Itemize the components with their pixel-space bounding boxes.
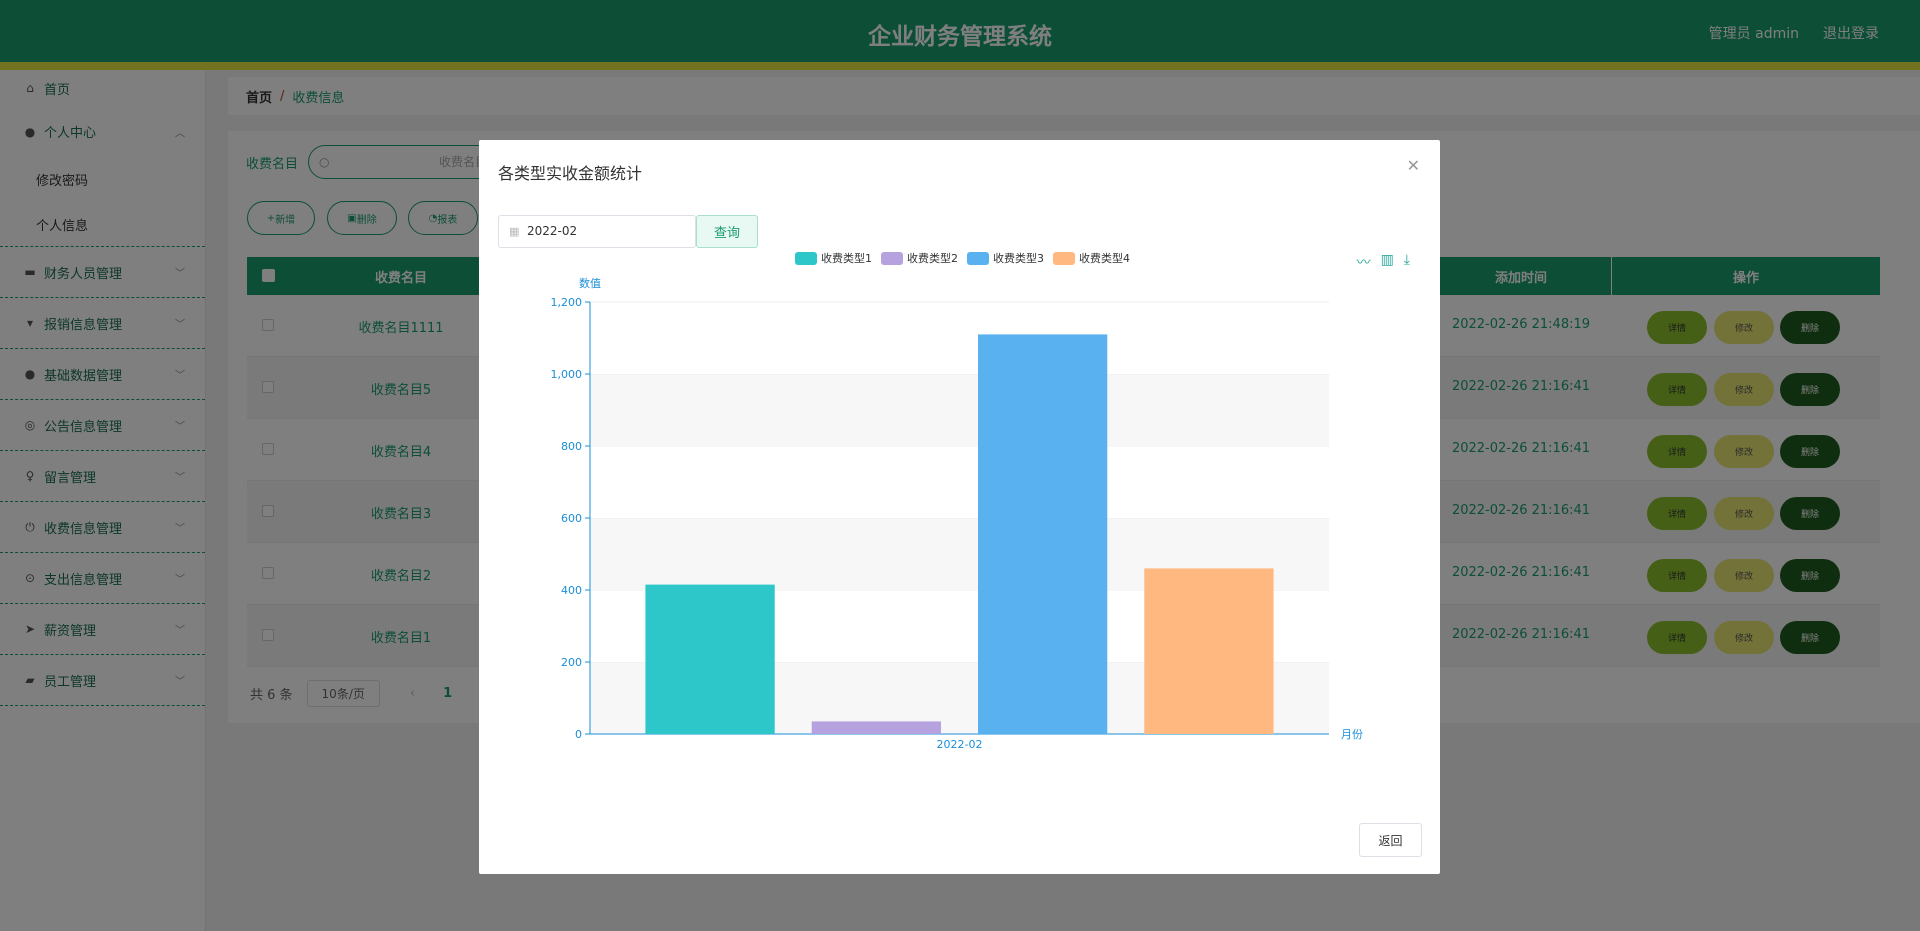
x-tick-label: 2022-02: [937, 738, 983, 751]
y-tick-label: 1,000: [551, 368, 583, 381]
legend-swatch: [1053, 252, 1075, 265]
legend-swatch: [967, 252, 989, 265]
y-tick-label: 400: [561, 584, 582, 597]
bar: [978, 334, 1108, 734]
dialog-title: 各类型实收金额统计: [498, 164, 643, 183]
grid-band: [590, 446, 1329, 518]
legend-swatch: [881, 252, 903, 265]
y-tick-label: 0: [575, 728, 582, 741]
x-axis-label: 月份: [1341, 728, 1363, 741]
grid-band: [590, 302, 1329, 374]
bar: [811, 721, 941, 734]
back-button[interactable]: 返回: [1359, 823, 1422, 857]
close-icon[interactable]: ✕: [1406, 156, 1420, 175]
legend-swatch: [795, 252, 817, 265]
legend-label: 收费类型3: [993, 251, 1044, 265]
calendar-icon: ▦: [509, 225, 520, 238]
chart-toolbox: 〰 ▥ ⤓: [1357, 252, 1410, 272]
y-tick-label: 600: [561, 512, 582, 525]
query-button[interactable]: 查询: [696, 215, 758, 248]
bar: [645, 584, 775, 734]
bar-chart-icon[interactable]: ▥: [1380, 252, 1394, 268]
y-axis-label: 数值: [579, 277, 601, 290]
line-chart-icon[interactable]: 〰: [1356, 255, 1371, 271]
download-icon[interactable]: ⤓: [1403, 252, 1410, 268]
y-tick-label: 800: [561, 440, 582, 453]
grid-band: [590, 374, 1329, 446]
month-picker[interactable]: ▦ 2022-02: [498, 215, 696, 248]
y-tick-label: 200: [561, 656, 582, 669]
legend-label: 收费类型4: [1079, 251, 1130, 265]
month-value: 2022-02: [527, 224, 578, 238]
stats-dialog: 各类型实收金额统计 ✕ ▦ 2022-02 查询 0 200 400 600 800 1,…: [479, 140, 1440, 874]
legend-label: 收费类型1: [821, 251, 872, 265]
legend-label: 收费类型2: [907, 251, 958, 265]
y-tick-label: 1,200: [551, 296, 583, 309]
bar: [1144, 568, 1274, 734]
